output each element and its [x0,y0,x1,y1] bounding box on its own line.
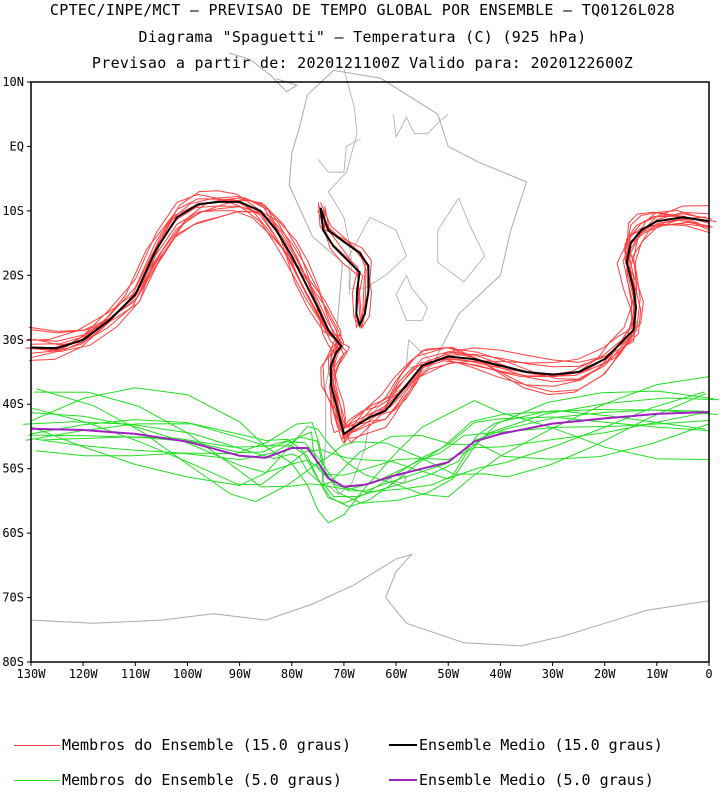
mean-15-line [319,207,370,328]
legend-swatch [14,779,60,781]
country-border [406,339,434,373]
central-america-coast [229,52,299,93]
x-tick-label: 30W [542,667,564,681]
member-5-line [35,390,714,504]
legend-swatch [389,779,417,781]
x-tick-label: 50W [437,667,459,681]
y-tick-label: 20S [2,268,24,282]
y-tick-label: 80S [2,655,24,669]
plot-frame [30,81,710,663]
legend-item-mean-15: Ensemble Medio (15.0 graus) [389,736,663,754]
mean-5-line [30,411,710,488]
y-tick-label: 60S [2,526,24,540]
member-15-line [28,210,711,444]
y-tick-label: 50S [2,462,24,476]
legend-item-mean-5: Ensemble Medio (5.0 graus) [389,771,654,789]
coastline-map [30,52,710,647]
member-5-line [30,391,705,486]
legend-swatch [389,744,417,746]
member-15-line [25,209,702,444]
member-15-line [30,205,713,440]
x-tick-label: 120W [69,667,99,681]
x-tick-label: 60W [385,667,407,681]
members-5-group [23,376,720,524]
legend-item-members-5: Membros do Ensemble (5.0 graus) [14,771,342,789]
member-5-line [40,408,718,498]
country-border [327,68,358,295]
legend-label: Membros do Ensemble (5.0 graus) [62,771,342,789]
antarctica-coast [30,553,710,647]
member-15-line [30,198,710,436]
x-tick-label: 90W [229,667,251,681]
legend-row-1: Membros do Ensemble (15.0 graus) Ensembl… [14,736,714,756]
member-5-line [28,409,704,492]
member-5-line [23,420,709,491]
member-15-line [28,195,713,429]
country-border [395,275,428,321]
x-tick-label: 0 [705,667,712,681]
y-tick-label: EQ [10,139,24,153]
member-15-line [28,190,707,428]
legend-item-members-15: Membros do Ensemble (15.0 graus) [14,736,351,754]
y-tick-label: 30S [2,333,24,347]
x-tick-label: 130W [17,667,47,681]
legend-row-2: Membros do Ensemble (5.0 graus) Ensemble… [14,771,714,791]
y-tick-label: 10N [2,75,24,89]
member-5-line [36,388,707,503]
member-5-line [30,376,710,498]
country-border [393,113,449,139]
y-tick-label: 70S [2,591,24,605]
country-border [348,216,407,289]
country-border [437,197,486,283]
members-15-group [25,190,717,444]
member-15-line [35,197,711,431]
member-5-line [30,411,710,476]
x-tick-label: 20W [594,667,616,681]
x-tick-label: 10W [646,667,668,681]
member-15-loop [319,206,366,324]
legend-label: Ensemble Medio (5.0 graus) [419,771,654,789]
mean-15-line [30,200,710,436]
y-tick-label: 40S [2,397,24,411]
legend-label: Ensemble Medio (15.0 graus) [419,736,663,754]
chart-header-line-3: Previsao a partir de: 2020121100Z Valido… [91,54,634,72]
ensemble-means [30,200,710,488]
legend-label: Membros do Ensemble (15.0 graus) [62,736,351,754]
y-tick-label: 10S [2,204,24,218]
x-tick-label: 110W [121,667,151,681]
chart-title: Diagrama "Spaguetti" – Temperatura (C) (… [138,28,587,46]
x-tick-label: 80W [281,667,303,681]
member-15-line [30,193,710,439]
x-tick-label: 40W [490,667,512,681]
legend-swatch [14,744,60,746]
south-america-coast [288,69,528,496]
member-5-line [25,410,706,508]
x-tick-label: 70W [333,667,355,681]
country-border [317,138,361,173]
chart-header-line-1: CPTEC/INPE/MCT – PREVISAO DE TEMPO GLOBA… [49,1,676,19]
member-15-line [33,198,711,432]
member-15-line [30,210,710,444]
x-tick-label: 100W [173,667,203,681]
